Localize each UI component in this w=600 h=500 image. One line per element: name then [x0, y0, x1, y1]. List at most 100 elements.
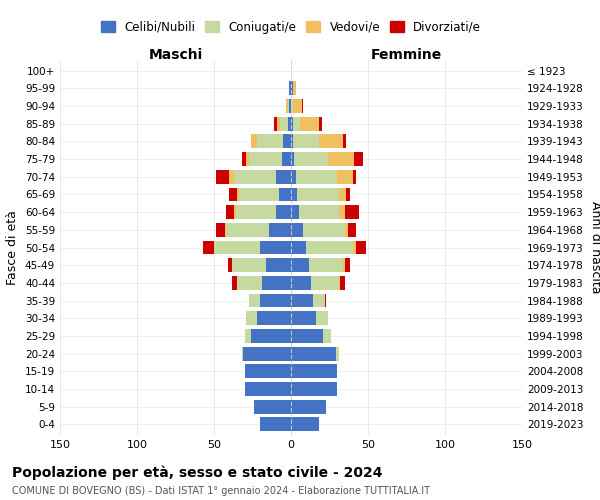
Bar [229, 170, 234, 183]
Bar [293, 117, 300, 130]
Bar [311, 276, 339, 290]
Bar [291, 312, 316, 325]
Bar [260, 294, 291, 308]
Bar [283, 134, 291, 148]
Bar [282, 152, 291, 166]
Bar [316, 312, 328, 325]
Bar [229, 188, 237, 202]
Bar [293, 82, 296, 95]
Bar [257, 312, 291, 325]
Bar [278, 188, 291, 202]
Bar [286, 99, 288, 113]
Bar [254, 400, 291, 413]
Bar [291, 418, 319, 432]
Bar [288, 99, 289, 113]
Bar [307, 240, 353, 254]
Bar [291, 170, 296, 183]
Bar [250, 294, 260, 308]
Bar [247, 152, 250, 166]
Text: COMUNE DI BOVEGNO (BS) - Dati ISTAT 1° gennaio 2024 - Elaborazione TUTTITALIA.IT: COMUNE DI BOVEGNO (BS) - Dati ISTAT 1° g… [12, 486, 430, 496]
Bar [339, 188, 346, 202]
Bar [242, 346, 243, 360]
Bar [353, 240, 356, 254]
Bar [243, 346, 291, 360]
Bar [291, 258, 310, 272]
Bar [245, 329, 251, 343]
Bar [291, 117, 293, 130]
Bar [319, 134, 343, 148]
Bar [304, 223, 345, 236]
Bar [319, 117, 322, 130]
Bar [245, 364, 291, 378]
Legend: Celibi/Nubili, Coniugati/e, Vedovi/e, Divorziati/e: Celibi/Nubili, Coniugati/e, Vedovi/e, Di… [97, 17, 485, 37]
Bar [291, 294, 313, 308]
Bar [300, 117, 319, 130]
Bar [275, 170, 291, 183]
Bar [245, 382, 291, 396]
Bar [291, 364, 337, 378]
Bar [356, 240, 367, 254]
Bar [345, 205, 359, 219]
Bar [294, 152, 328, 166]
Text: Popolazione per età, sesso e stato civile - 2024: Popolazione per età, sesso e stato civil… [12, 466, 383, 480]
Bar [345, 258, 350, 272]
Bar [328, 152, 354, 166]
Bar [215, 170, 229, 183]
Bar [234, 170, 275, 183]
Bar [325, 294, 326, 308]
Bar [343, 134, 346, 148]
Bar [293, 134, 319, 148]
Bar [289, 82, 291, 95]
Bar [215, 223, 225, 236]
Bar [346, 188, 350, 202]
Bar [339, 276, 340, 290]
Bar [277, 117, 280, 130]
Bar [269, 223, 291, 236]
Bar [226, 205, 234, 219]
Bar [313, 294, 325, 308]
Bar [280, 117, 288, 130]
Bar [203, 240, 214, 254]
Bar [232, 276, 237, 290]
Bar [291, 152, 294, 166]
Bar [257, 134, 283, 148]
Bar [291, 223, 304, 236]
Bar [228, 258, 232, 272]
Bar [296, 170, 337, 183]
Bar [214, 240, 260, 254]
Bar [291, 205, 299, 219]
Bar [236, 205, 275, 219]
Bar [335, 346, 339, 360]
Bar [291, 400, 326, 413]
Bar [275, 205, 291, 219]
Bar [288, 117, 291, 130]
Bar [250, 152, 282, 166]
Bar [291, 188, 297, 202]
Y-axis label: Fasce di età: Fasce di età [7, 210, 19, 285]
Bar [247, 312, 257, 325]
Bar [266, 258, 291, 272]
Bar [291, 276, 311, 290]
Bar [251, 329, 291, 343]
Bar [293, 99, 302, 113]
Bar [242, 152, 247, 166]
Bar [262, 276, 291, 290]
Bar [345, 223, 348, 236]
Bar [232, 258, 266, 272]
Bar [251, 134, 257, 148]
Bar [239, 188, 278, 202]
Bar [291, 82, 293, 95]
Bar [337, 170, 353, 183]
Y-axis label: Anni di nascita: Anni di nascita [589, 201, 600, 294]
Bar [354, 152, 364, 166]
Bar [260, 418, 291, 432]
Bar [340, 276, 345, 290]
Bar [310, 258, 343, 272]
Bar [234, 205, 236, 219]
Bar [260, 240, 291, 254]
Bar [302, 99, 304, 113]
Bar [348, 223, 356, 236]
Bar [237, 188, 239, 202]
Bar [237, 276, 262, 290]
Bar [225, 223, 226, 236]
